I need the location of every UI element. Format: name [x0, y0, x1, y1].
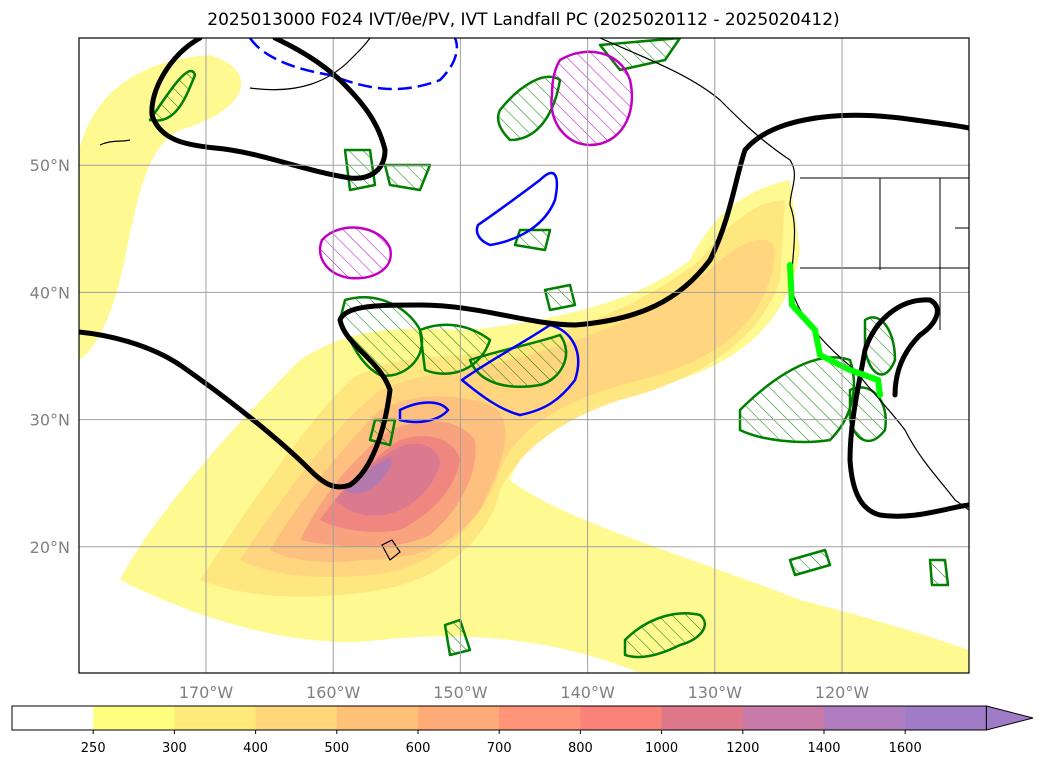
colorbar-tick-label: 300: [162, 741, 187, 756]
pv-contour-2: [343, 148, 377, 192]
blue-contour-2: [398, 401, 450, 424]
theta-e-contour-0: [79, 112, 969, 490]
chart-title: 2025013000 F024 IVT/θe/PV, IVT Landfall …: [207, 10, 840, 30]
magenta-contour-west: [319, 226, 393, 280]
lon-label: 150°W: [433, 683, 488, 702]
colorbar-segment: [174, 706, 257, 730]
colorbar-segment: [824, 706, 906, 730]
coastline-2: [99, 139, 131, 146]
blue-contour-0: [475, 171, 559, 247]
state-borders: [800, 177, 969, 330]
map-frame: [78, 37, 970, 674]
colorbar-tick-label: 800: [568, 741, 593, 756]
theta-e-contour-2: [847, 297, 969, 519]
ivt-fill-0: [79, 55, 242, 360]
lat-label: 40°N: [30, 283, 70, 302]
magenta-contour-north: [550, 50, 634, 147]
colorbar-segment: [12, 706, 94, 730]
lat-label: 50°N: [30, 156, 70, 175]
pv-contour-0: [148, 69, 197, 122]
colorbar-tick-label: 700: [487, 741, 512, 756]
pv-contour-16: [543, 283, 577, 312]
colorbar-tick-label: 500: [324, 741, 349, 756]
pv-contour-15: [928, 558, 950, 587]
blue-dashed-contour: [248, 38, 459, 91]
ivt-fill-8: [345, 458, 392, 494]
lat-label: 30°N: [30, 411, 70, 430]
colorbar-tick-label: 1200: [726, 741, 759, 756]
colorbar-segment: [905, 706, 987, 730]
hawaii-islands: [381, 539, 401, 561]
colorbar-segment: [255, 706, 338, 730]
pv-contour-1: [496, 75, 562, 142]
colorbar-segment: [418, 706, 500, 730]
theta-e-contour-1: [149, 38, 388, 181]
ivt-landfall-line: [787, 262, 883, 398]
colorbar-extend-arrow: [985, 705, 1034, 731]
lon-label: 120°W: [815, 683, 870, 702]
colorbar-segment: [336, 706, 419, 730]
pv-contour-5: [513, 228, 552, 252]
map-area: [79, 38, 969, 673]
pv-contour-10: [848, 386, 888, 443]
colorbar-tick-label: 600: [406, 741, 431, 756]
lon-label: 170°W: [179, 683, 234, 702]
lon-label: 160°W: [306, 683, 361, 702]
colorbar-tick-label: 400: [243, 741, 268, 756]
ivt-fill-7: [335, 443, 440, 516]
lon-label: 130°W: [688, 683, 743, 702]
colorbar-segment: [580, 706, 663, 730]
lat-label: 20°N: [30, 538, 70, 557]
colorbar-segment: [93, 706, 175, 730]
colorbar-tick-label: 250: [81, 741, 106, 756]
coastline-0: [599, 38, 969, 511]
blue-contour-1: [459, 323, 580, 417]
colorbar-tick-label: 1000: [645, 741, 678, 756]
colorbar-tick-label: 1400: [807, 741, 840, 756]
colorbar-segment: [661, 706, 744, 730]
pv-contour-12: [623, 612, 706, 659]
pv-contour-13: [443, 618, 472, 657]
pv-contour-8: [418, 323, 492, 375]
coastline-1: [249, 38, 371, 91]
colorbar-segment: [742, 706, 825, 730]
colorbar-tick-label: 1600: [889, 741, 922, 756]
pv-contour-14: [788, 548, 832, 577]
lon-label: 140°W: [560, 683, 615, 702]
colorbar-segment: [499, 706, 581, 730]
